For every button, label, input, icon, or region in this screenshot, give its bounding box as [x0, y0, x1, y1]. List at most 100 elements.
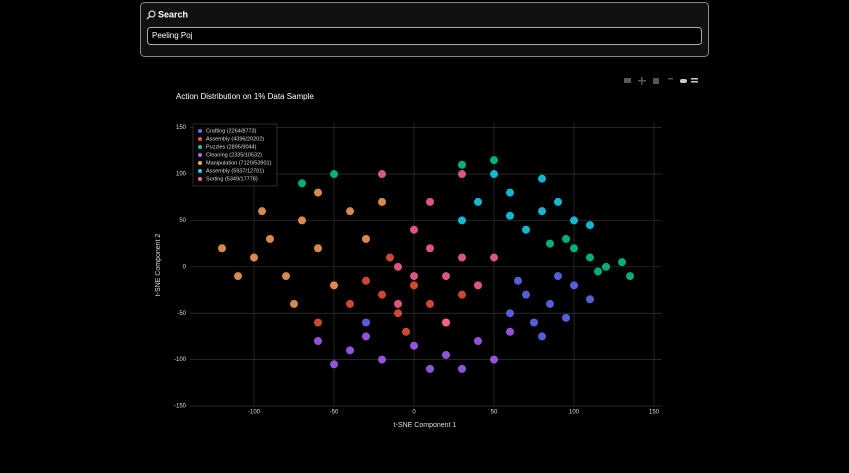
point	[410, 341, 418, 350]
point	[570, 244, 578, 253]
legend-label: Assembly (5937/12701)	[206, 168, 264, 174]
point	[362, 234, 370, 243]
point	[314, 318, 322, 327]
point	[442, 272, 450, 281]
search-title: Search	[158, 9, 188, 19]
legend-box	[192, 123, 278, 187]
y-tick-label: 100	[176, 172, 187, 178]
autoscale-icon[interactable]	[668, 78, 673, 80]
point	[330, 170, 338, 179]
point	[514, 276, 522, 285]
x-axis-label: t-SNE Component 1	[394, 422, 457, 429]
point	[562, 313, 570, 322]
point	[490, 355, 498, 364]
legend-label: Crafting (2264/8773)	[206, 128, 257, 134]
chart-title: Action Distribution on 1% Data Sample	[176, 92, 314, 101]
point	[314, 244, 322, 253]
point	[490, 156, 498, 165]
point	[298, 216, 306, 225]
point	[378, 290, 386, 299]
legend-marker	[198, 169, 202, 173]
point	[402, 327, 410, 336]
point	[346, 299, 354, 308]
point	[218, 244, 226, 253]
point	[426, 244, 434, 253]
point	[442, 350, 450, 359]
point	[522, 225, 530, 234]
y-tick-label: -100	[174, 357, 187, 363]
x-tick-label: -50	[330, 410, 339, 416]
point	[522, 290, 530, 299]
legend-marker	[198, 129, 202, 133]
x-tick-label: 100	[569, 410, 580, 416]
point	[258, 207, 266, 216]
y-tick-label: 0	[183, 264, 187, 270]
point	[250, 253, 258, 262]
point	[602, 262, 610, 271]
search-query: Peeling Poj	[152, 31, 193, 40]
point	[626, 272, 634, 281]
point	[474, 197, 482, 206]
point	[394, 262, 402, 271]
point	[394, 309, 402, 318]
reset-icon[interactable]	[680, 79, 687, 83]
point	[386, 253, 394, 262]
legend-label: Sorting (5349/17778)	[206, 176, 258, 182]
point	[546, 299, 554, 308]
y-axis-label: t-SNE Component 2	[155, 234, 162, 297]
point	[330, 360, 338, 369]
point	[394, 299, 402, 308]
legend-label: Puzzles (2895/9044)	[206, 144, 257, 150]
legend-marker	[198, 161, 202, 165]
point	[266, 234, 274, 243]
point	[530, 318, 538, 327]
point	[410, 272, 418, 281]
x-tick-label: 50	[491, 410, 498, 416]
point	[410, 225, 418, 234]
point	[426, 364, 434, 373]
point	[378, 197, 386, 206]
point	[362, 318, 370, 327]
legend-marker	[198, 137, 202, 141]
y-tick-label: -50	[177, 311, 186, 317]
point	[506, 188, 514, 197]
point	[554, 272, 562, 281]
point	[234, 272, 242, 281]
point	[586, 253, 594, 262]
x-tick-label: -100	[248, 410, 261, 416]
point	[546, 239, 554, 248]
x-tick-label: 150	[649, 410, 660, 416]
point	[586, 295, 594, 304]
point	[458, 216, 466, 225]
point	[458, 253, 466, 262]
point	[618, 258, 626, 267]
point	[362, 332, 370, 341]
point	[474, 337, 482, 346]
point	[282, 272, 290, 281]
point	[330, 281, 338, 290]
x-tick-label: 0	[412, 410, 416, 416]
y-tick-label: 150	[176, 125, 187, 131]
point	[426, 299, 434, 308]
point	[506, 211, 514, 220]
legend-label: Cleaning (2335/10532)	[206, 152, 262, 158]
point	[458, 364, 466, 373]
point	[554, 197, 562, 206]
hover-icon[interactable]	[691, 78, 698, 80]
search-icon	[146, 10, 156, 20]
modebar[interactable]	[624, 77, 698, 85]
camera-icon[interactable]	[624, 78, 631, 83]
search-input[interactable]	[147, 27, 702, 45]
point	[410, 281, 418, 290]
point	[506, 327, 514, 336]
point	[426, 197, 434, 206]
point	[378, 355, 386, 364]
y-tick-label: 50	[179, 218, 186, 224]
point	[458, 160, 466, 169]
point	[570, 216, 578, 225]
point	[506, 309, 514, 318]
pan-icon[interactable]	[653, 78, 659, 84]
